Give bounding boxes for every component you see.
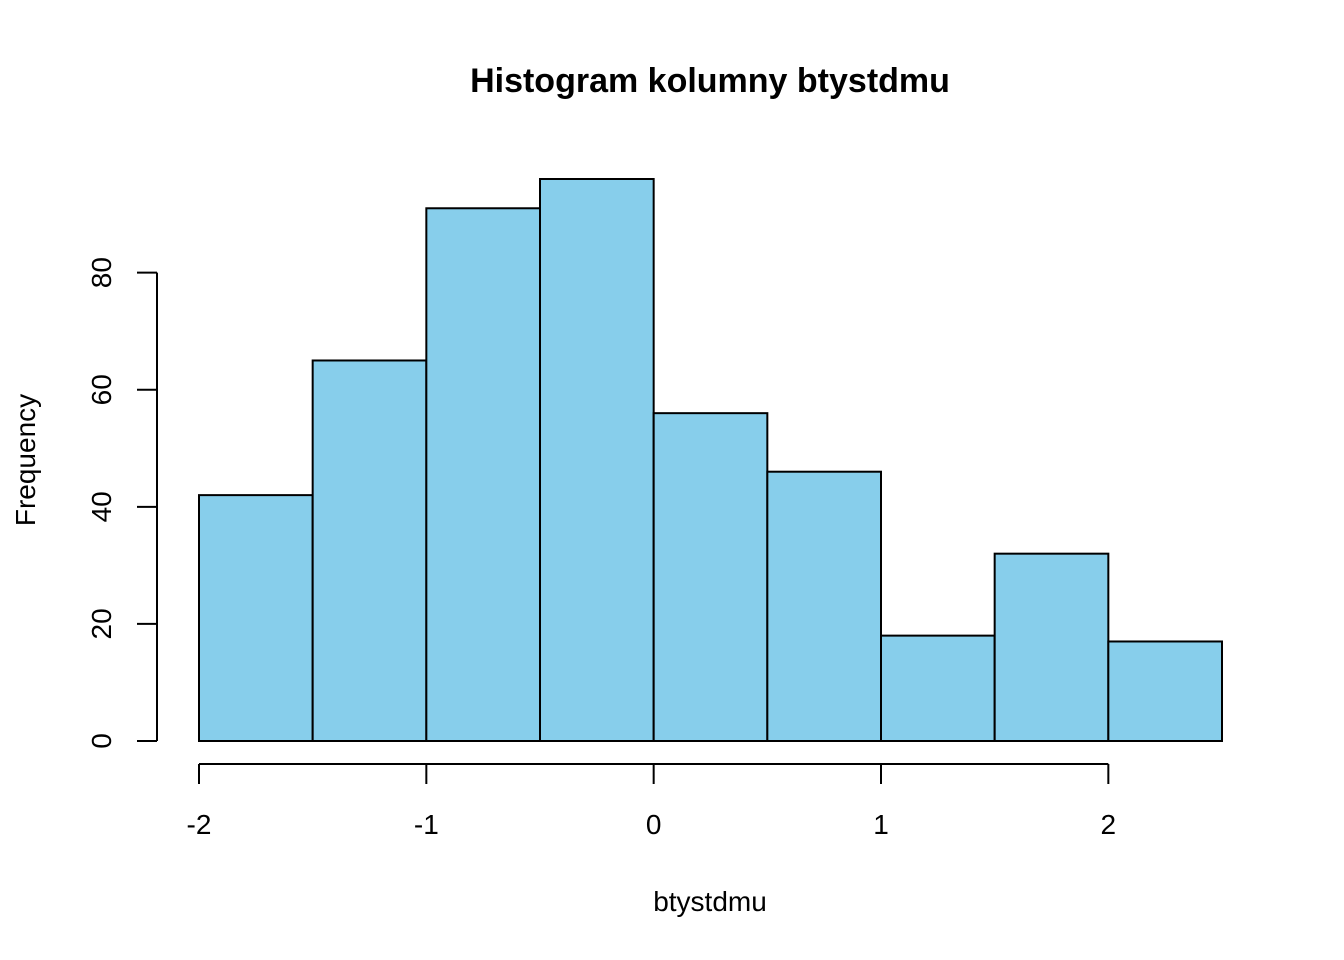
y-axis: 0 20 40 60 80 xyxy=(86,257,158,749)
bars-group xyxy=(198,178,1224,743)
histogram-bar xyxy=(311,359,428,742)
x-tick-label: 1 xyxy=(873,809,889,840)
x-axis-label: btystdmu xyxy=(653,886,767,917)
histogram-bar xyxy=(198,494,314,742)
y-tick-label: 20 xyxy=(86,608,117,639)
x-tick-label: 2 xyxy=(1101,809,1117,840)
y-tick-label: 40 xyxy=(86,491,117,522)
histogram-bar xyxy=(1107,640,1224,743)
x-tick-label: -2 xyxy=(187,809,212,840)
x-tick-label: 0 xyxy=(646,809,662,840)
histogram-bar xyxy=(539,178,655,742)
x-axis: -2 -1 0 1 2 xyxy=(187,763,1117,840)
x-tick-label: -1 xyxy=(414,809,439,840)
chart-title: Histogram kolumny btystdmu xyxy=(470,62,950,100)
y-tick-label: 80 xyxy=(86,257,117,288)
y-tick-label: 60 xyxy=(86,374,117,405)
histogram-bar xyxy=(766,470,882,742)
histogram-bar xyxy=(425,207,542,743)
y-axis-label: Frequency xyxy=(10,394,41,526)
y-tick-label: 0 xyxy=(86,733,117,749)
histogram-bar xyxy=(652,412,769,742)
histogram-bar xyxy=(880,634,996,742)
histogram-bar xyxy=(993,552,1110,743)
